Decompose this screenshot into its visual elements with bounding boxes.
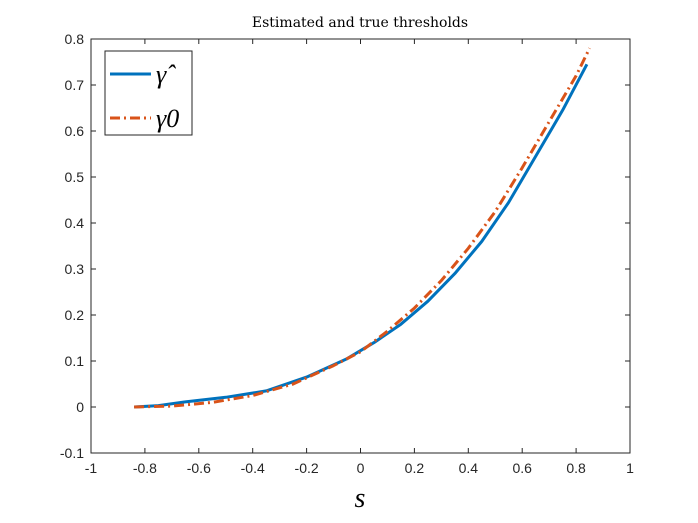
x-tick-label: -0.4	[241, 460, 265, 476]
y-tick-label: -0.1	[60, 445, 84, 461]
y-tick-label: 0.6	[65, 123, 85, 139]
y-axis: -0.1 0 0.1 0.2 0.3 0.4 0.5 0.6 0.7 0.8	[60, 31, 630, 461]
y-tick-label: 0.2	[65, 307, 85, 323]
legend-box	[104, 50, 193, 136]
x-axis-label: s	[355, 483, 366, 514]
x-tick-label: -0.8	[133, 460, 157, 476]
x-tick-label: 1	[626, 460, 634, 476]
series-line-0	[134, 63, 589, 409]
y-tick-label: 0.7	[65, 77, 85, 93]
legend-label-gamma-0: γ0	[156, 104, 179, 133]
chart-title: Estimated and true thresholds	[252, 15, 468, 31]
x-tick-label: -0.6	[187, 460, 211, 476]
x-tick-label: -0.2	[295, 460, 319, 476]
y-tick-label: 0.1	[65, 353, 85, 369]
y-tick-label: 0.4	[65, 215, 85, 231]
legend: γ̂ γ0	[104, 50, 193, 136]
series-layer	[134, 47, 591, 409]
x-tick-label: 0.8	[566, 460, 586, 476]
y-tick-label: 0.8	[65, 31, 85, 47]
x-tick-label: 0.2	[405, 460, 425, 476]
x-tick-label: -1	[85, 460, 98, 476]
y-tick-label: 0.5	[65, 169, 85, 185]
series-line-1	[134, 47, 591, 409]
x-axis: -1 -0.8 -0.6 -0.4 -0.2 0 0.2 0.4 0.6 0.8 1	[85, 39, 634, 476]
y-tick-label: 0	[76, 399, 84, 415]
x-tick-label: 0.6	[512, 460, 532, 476]
x-tick-label: 0	[357, 460, 365, 476]
y-tick-label: 0.3	[65, 261, 85, 277]
x-tick-label: 0.4	[459, 460, 479, 476]
